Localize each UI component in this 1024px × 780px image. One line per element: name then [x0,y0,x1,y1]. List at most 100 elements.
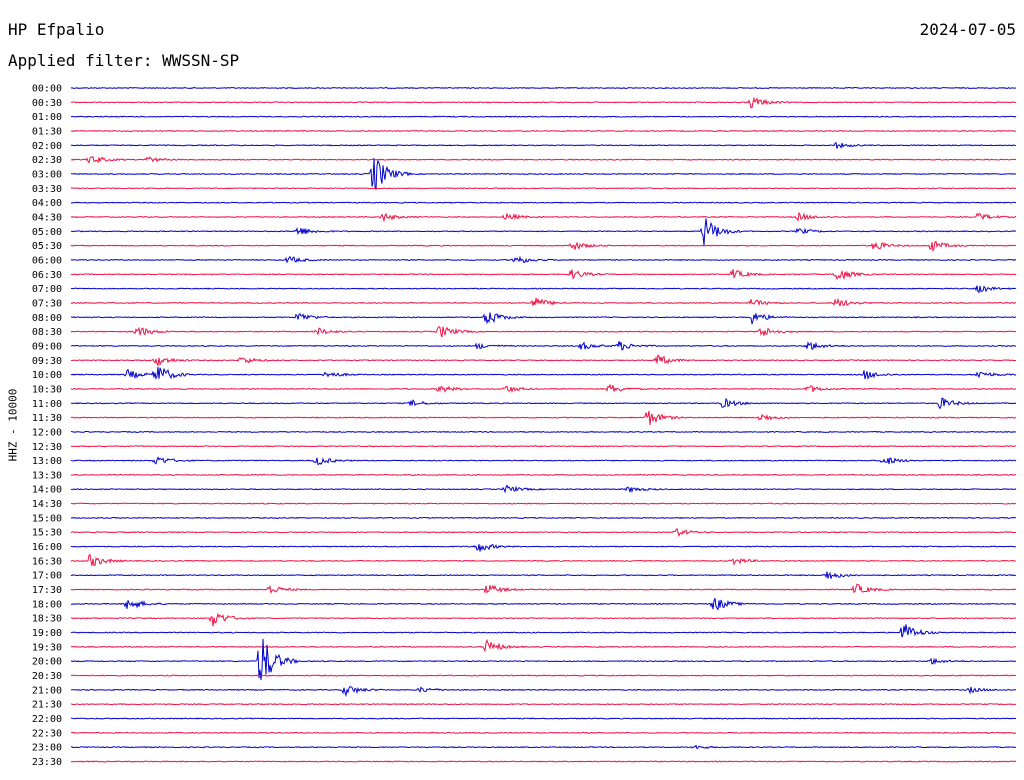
trace-line [70,156,1017,164]
tick-label: 00:30 [32,98,62,109]
tick-label: 10:00 [32,370,62,381]
tick-label: 22:00 [32,714,62,725]
trace-line [70,744,1017,750]
filter-label: Applied filter: WWSSN-SP [8,51,240,70]
tick-label: 19:00 [32,628,62,639]
trace-line [70,544,1017,552]
trace-line [70,484,1017,494]
trace-lines [70,86,1017,763]
tick-label: 07:30 [32,298,62,309]
tick-label: 10:30 [32,384,62,395]
trace-line [70,115,1017,118]
tick-label: 04:30 [32,212,62,223]
tick-label: 03:30 [32,184,62,195]
time-tick-labels: 00:00 00:30 01:00 01:30 02:00 02:30 03:00 03:30… [32,84,62,769]
tick-label: 20:30 [32,671,62,682]
tick-label: 02:00 [32,141,62,152]
tick-label: 03:00 [32,169,62,180]
trace-line [70,255,1017,264]
trace-line [70,703,1017,706]
trace-line [70,674,1017,677]
trace-line [70,96,1017,109]
trace-line [70,430,1017,433]
tick-label: 12:00 [32,427,62,438]
tick-label: 15:30 [32,528,62,539]
tick-label: 21:00 [32,685,62,696]
trace-line [70,366,1017,380]
tick-label: 16:30 [32,556,62,567]
trace-line [70,354,1017,367]
trace-line [70,571,1017,579]
trace-line [70,187,1017,190]
tick-label: 15:00 [32,513,62,524]
trace-line [70,269,1017,281]
tick-label: 21:30 [32,700,62,711]
trace-line [70,325,1017,338]
tick-label: 18:00 [32,599,62,610]
trace-line [70,516,1017,519]
trace-line [70,312,1017,325]
trace-line [70,240,1017,253]
tick-label: 08:30 [32,327,62,338]
trace-line [70,473,1017,476]
tick-label: 13:30 [32,470,62,481]
tick-label: 17:00 [32,571,62,582]
tick-label: 23:30 [32,757,62,768]
trace-line [70,285,1017,294]
trace-line [70,638,1017,653]
trace-line [70,218,1017,246]
trace-line [70,731,1017,734]
tick-label: 05:30 [32,241,62,252]
trace-line [70,211,1017,223]
trace-line [70,527,1017,537]
trace-line [70,297,1017,307]
tick-label: 04:00 [32,198,62,209]
tick-label: 16:00 [32,542,62,553]
tick-label: 05:00 [32,227,62,238]
tick-label: 13:00 [32,456,62,467]
trace-line [70,86,1017,90]
trace-line [70,717,1016,720]
trace-line [70,597,1017,611]
trace-line [70,612,1017,627]
tick-label: 14:30 [32,499,62,510]
trace-line [70,129,1017,133]
trace-line [70,158,1017,190]
tick-label: 12:30 [32,442,62,453]
tick-label: 07:00 [32,284,62,295]
trace-line [70,624,1017,638]
tick-label: 17:30 [32,585,62,596]
tick-label: 00:00 [32,84,62,95]
trace-line [70,685,1017,698]
trace-line [71,201,1017,204]
trace-line [70,397,1017,410]
tick-label: 08:00 [32,313,62,324]
tick-label: 11:00 [32,399,62,410]
trace-line [70,502,1017,505]
trace-line [70,410,1017,426]
tick-label: 01:30 [32,126,62,137]
trace-line [70,638,1017,681]
tick-label: 01:00 [32,112,62,123]
tick-label: 06:00 [32,255,62,266]
tick-label: 11:30 [32,413,62,424]
trace-line [70,583,1017,595]
tick-label: 14:00 [32,485,62,496]
trace-line [70,445,1017,448]
tick-label: 02:30 [32,155,62,166]
tick-label: 23:00 [32,743,62,754]
trace-line [70,383,1017,394]
tick-label: 09:30 [32,356,62,367]
station-name: HP Efpalio [8,20,105,39]
tick-label: 22:30 [32,728,62,739]
tick-label: 09:00 [32,341,62,352]
tick-label: 19:30 [32,642,62,653]
trace-line [70,341,1017,351]
tick-label: 18:30 [32,614,62,625]
tick-label: 06:30 [32,270,62,281]
trace-line [70,141,1017,149]
trace-line [70,760,1017,763]
trace-line [70,553,1017,567]
tick-label: 20:00 [32,657,62,668]
